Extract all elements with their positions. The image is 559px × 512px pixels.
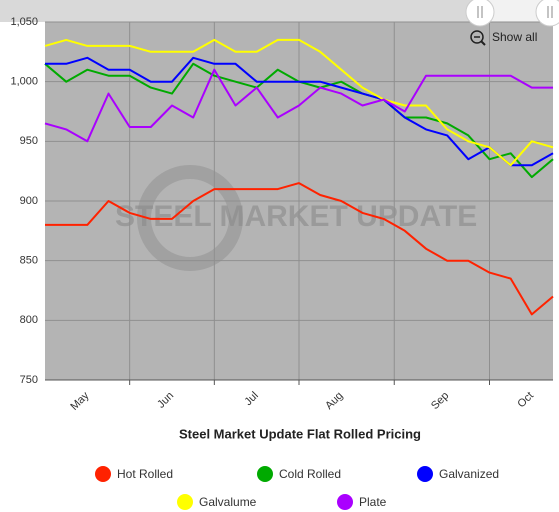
y-tick-label: 750: [20, 374, 38, 386]
legend-label: Plate: [359, 495, 387, 509]
legend-label: Galvanized: [439, 467, 499, 481]
legend-label: Galvalume: [199, 495, 257, 509]
chart-title: Steel Market Update Flat Rolled Pricing: [179, 426, 421, 441]
legend-label: Cold Rolled: [279, 467, 341, 481]
y-tick-label: 850: [20, 255, 38, 267]
show-all-label: Show all: [492, 30, 537, 44]
legend-marker: [417, 466, 433, 482]
y-tick-label: 1,050: [10, 16, 38, 28]
y-tick-label: 800: [20, 314, 38, 326]
series-line: [44, 38, 554, 167]
y-tick-label: 950: [20, 135, 38, 147]
y-tick-label: 900: [20, 195, 38, 207]
zoom-icon: [470, 30, 484, 44]
series-line: [45, 182, 554, 316]
legend-marker: [177, 494, 193, 510]
legend-marker: [337, 494, 353, 510]
navigator-strip: [0, 0, 559, 22]
navigator-selection: [480, 0, 548, 22]
legend-marker: [257, 466, 273, 482]
legend-label: Hot Rolled: [117, 467, 173, 481]
watermark-text: STEEL MARKET UPDATE: [115, 200, 477, 233]
y-tick-label: 1,000: [10, 76, 38, 88]
series-line: [45, 56, 554, 167]
show-all-button[interactable]: Show all: [470, 30, 537, 46]
zoom-handle-left[interactable]: [465, 0, 495, 27]
legend-marker: [95, 466, 111, 482]
series-line: [44, 68, 553, 143]
zoom-icon-handle: [480, 40, 486, 46]
